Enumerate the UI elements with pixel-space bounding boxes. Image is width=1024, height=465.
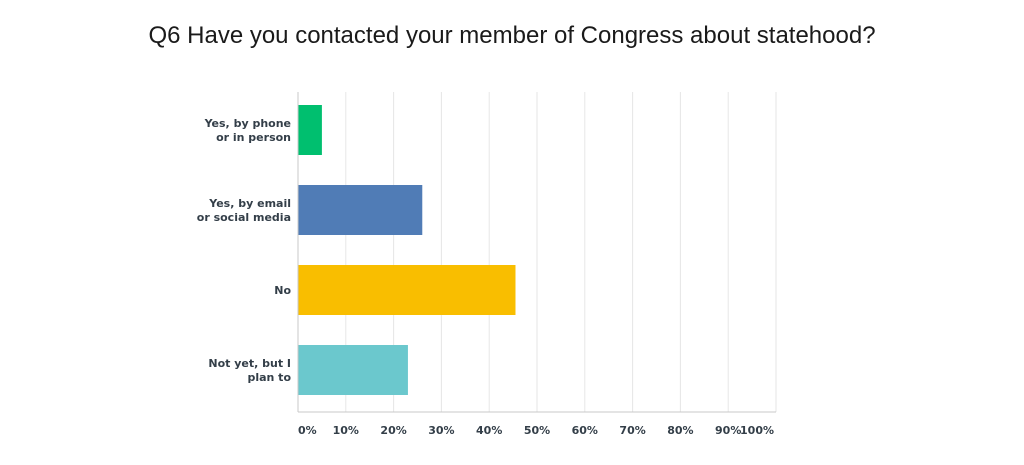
gridlines (345, 92, 777, 412)
category-label: Yes, by phone (204, 117, 291, 130)
x-tick-label: 90% (715, 424, 741, 437)
x-tick-label: 10% (333, 424, 359, 437)
bar (298, 105, 322, 155)
category-label: Yes, by email (208, 197, 291, 210)
category-label: plan to (247, 371, 291, 384)
x-tick-label: 0% (298, 424, 317, 437)
category-label: Not yet, but I (208, 357, 291, 370)
bar (298, 185, 423, 235)
category-label: or in person (216, 131, 291, 144)
x-tick-label: 70% (619, 424, 645, 437)
x-tick-label: 20% (380, 424, 406, 437)
x-tick-label: 60% (572, 424, 598, 437)
x-tick-labels: 0% 10% 20% 30% 40% 50% 60% 70% 80% 90%100% (298, 424, 774, 437)
x-tick-label: 40% (476, 424, 502, 437)
bars (298, 105, 516, 395)
category-label: No (274, 284, 291, 297)
x-tick-label: 80% (667, 424, 693, 437)
bar (298, 265, 516, 315)
bar (298, 345, 408, 395)
category-label: or social media (197, 211, 291, 224)
x-tick-label: 30% (428, 424, 454, 437)
chart-title: Q6 Have you contacted your member of Con… (148, 22, 876, 49)
x-tick-label: 100% (740, 424, 774, 437)
axes (297, 92, 776, 413)
x-tick-label: 50% (524, 424, 550, 437)
